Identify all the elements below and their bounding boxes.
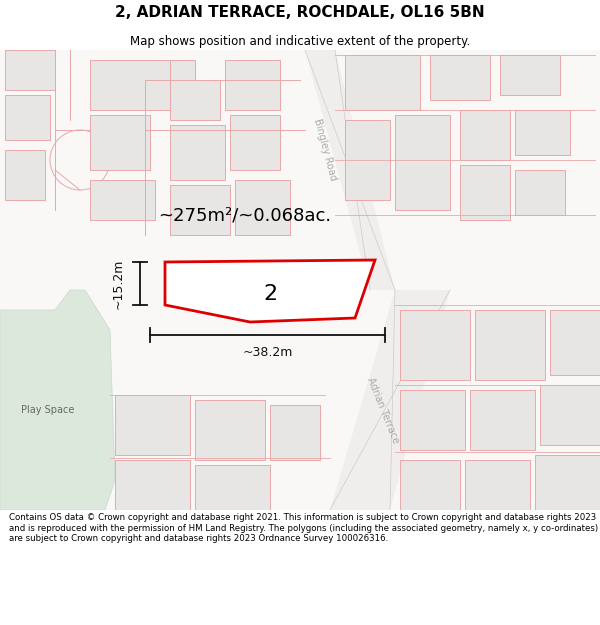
Polygon shape: [430, 55, 490, 100]
Polygon shape: [195, 400, 265, 460]
Polygon shape: [500, 55, 560, 95]
Polygon shape: [5, 150, 45, 200]
Text: ~15.2m: ~15.2m: [112, 258, 125, 309]
Polygon shape: [400, 310, 470, 380]
Polygon shape: [470, 390, 535, 450]
Polygon shape: [90, 180, 155, 220]
Polygon shape: [5, 95, 50, 140]
Polygon shape: [270, 405, 320, 460]
Text: Adrian Terrace: Adrian Terrace: [365, 376, 401, 444]
Polygon shape: [345, 120, 390, 200]
Polygon shape: [465, 460, 530, 510]
Text: Map shows position and indicative extent of the property.: Map shows position and indicative extent…: [130, 34, 470, 48]
Text: ~275m²/~0.068ac.: ~275m²/~0.068ac.: [158, 206, 332, 224]
Polygon shape: [345, 55, 420, 110]
Polygon shape: [170, 125, 225, 180]
Polygon shape: [90, 60, 170, 110]
Polygon shape: [515, 110, 570, 155]
Polygon shape: [475, 310, 545, 380]
Text: Contains OS data © Crown copyright and database right 2021. This information is : Contains OS data © Crown copyright and d…: [9, 514, 598, 543]
Text: 2, ADRIAN TERRACE, ROCHDALE, OL16 5BN: 2, ADRIAN TERRACE, ROCHDALE, OL16 5BN: [115, 5, 485, 20]
Polygon shape: [225, 60, 280, 110]
Polygon shape: [195, 465, 270, 510]
Text: 2: 2: [264, 284, 278, 304]
Polygon shape: [330, 290, 450, 510]
Text: Play Space: Play Space: [22, 405, 74, 415]
Polygon shape: [0, 290, 115, 510]
Polygon shape: [550, 310, 600, 375]
Polygon shape: [170, 185, 230, 235]
Polygon shape: [305, 50, 395, 290]
Polygon shape: [515, 170, 565, 215]
Polygon shape: [165, 260, 375, 322]
Polygon shape: [90, 115, 150, 170]
Polygon shape: [400, 390, 465, 450]
Polygon shape: [235, 180, 290, 235]
Text: Bingley Road: Bingley Road: [312, 118, 338, 182]
Polygon shape: [535, 455, 600, 510]
Polygon shape: [400, 460, 460, 510]
Text: ~38.2m: ~38.2m: [242, 346, 293, 359]
Polygon shape: [460, 165, 510, 220]
Polygon shape: [460, 110, 510, 160]
Polygon shape: [115, 395, 190, 455]
Polygon shape: [115, 460, 190, 510]
Polygon shape: [5, 50, 55, 90]
Polygon shape: [230, 115, 280, 170]
Polygon shape: [170, 60, 220, 120]
Polygon shape: [395, 115, 450, 210]
Polygon shape: [540, 385, 600, 445]
